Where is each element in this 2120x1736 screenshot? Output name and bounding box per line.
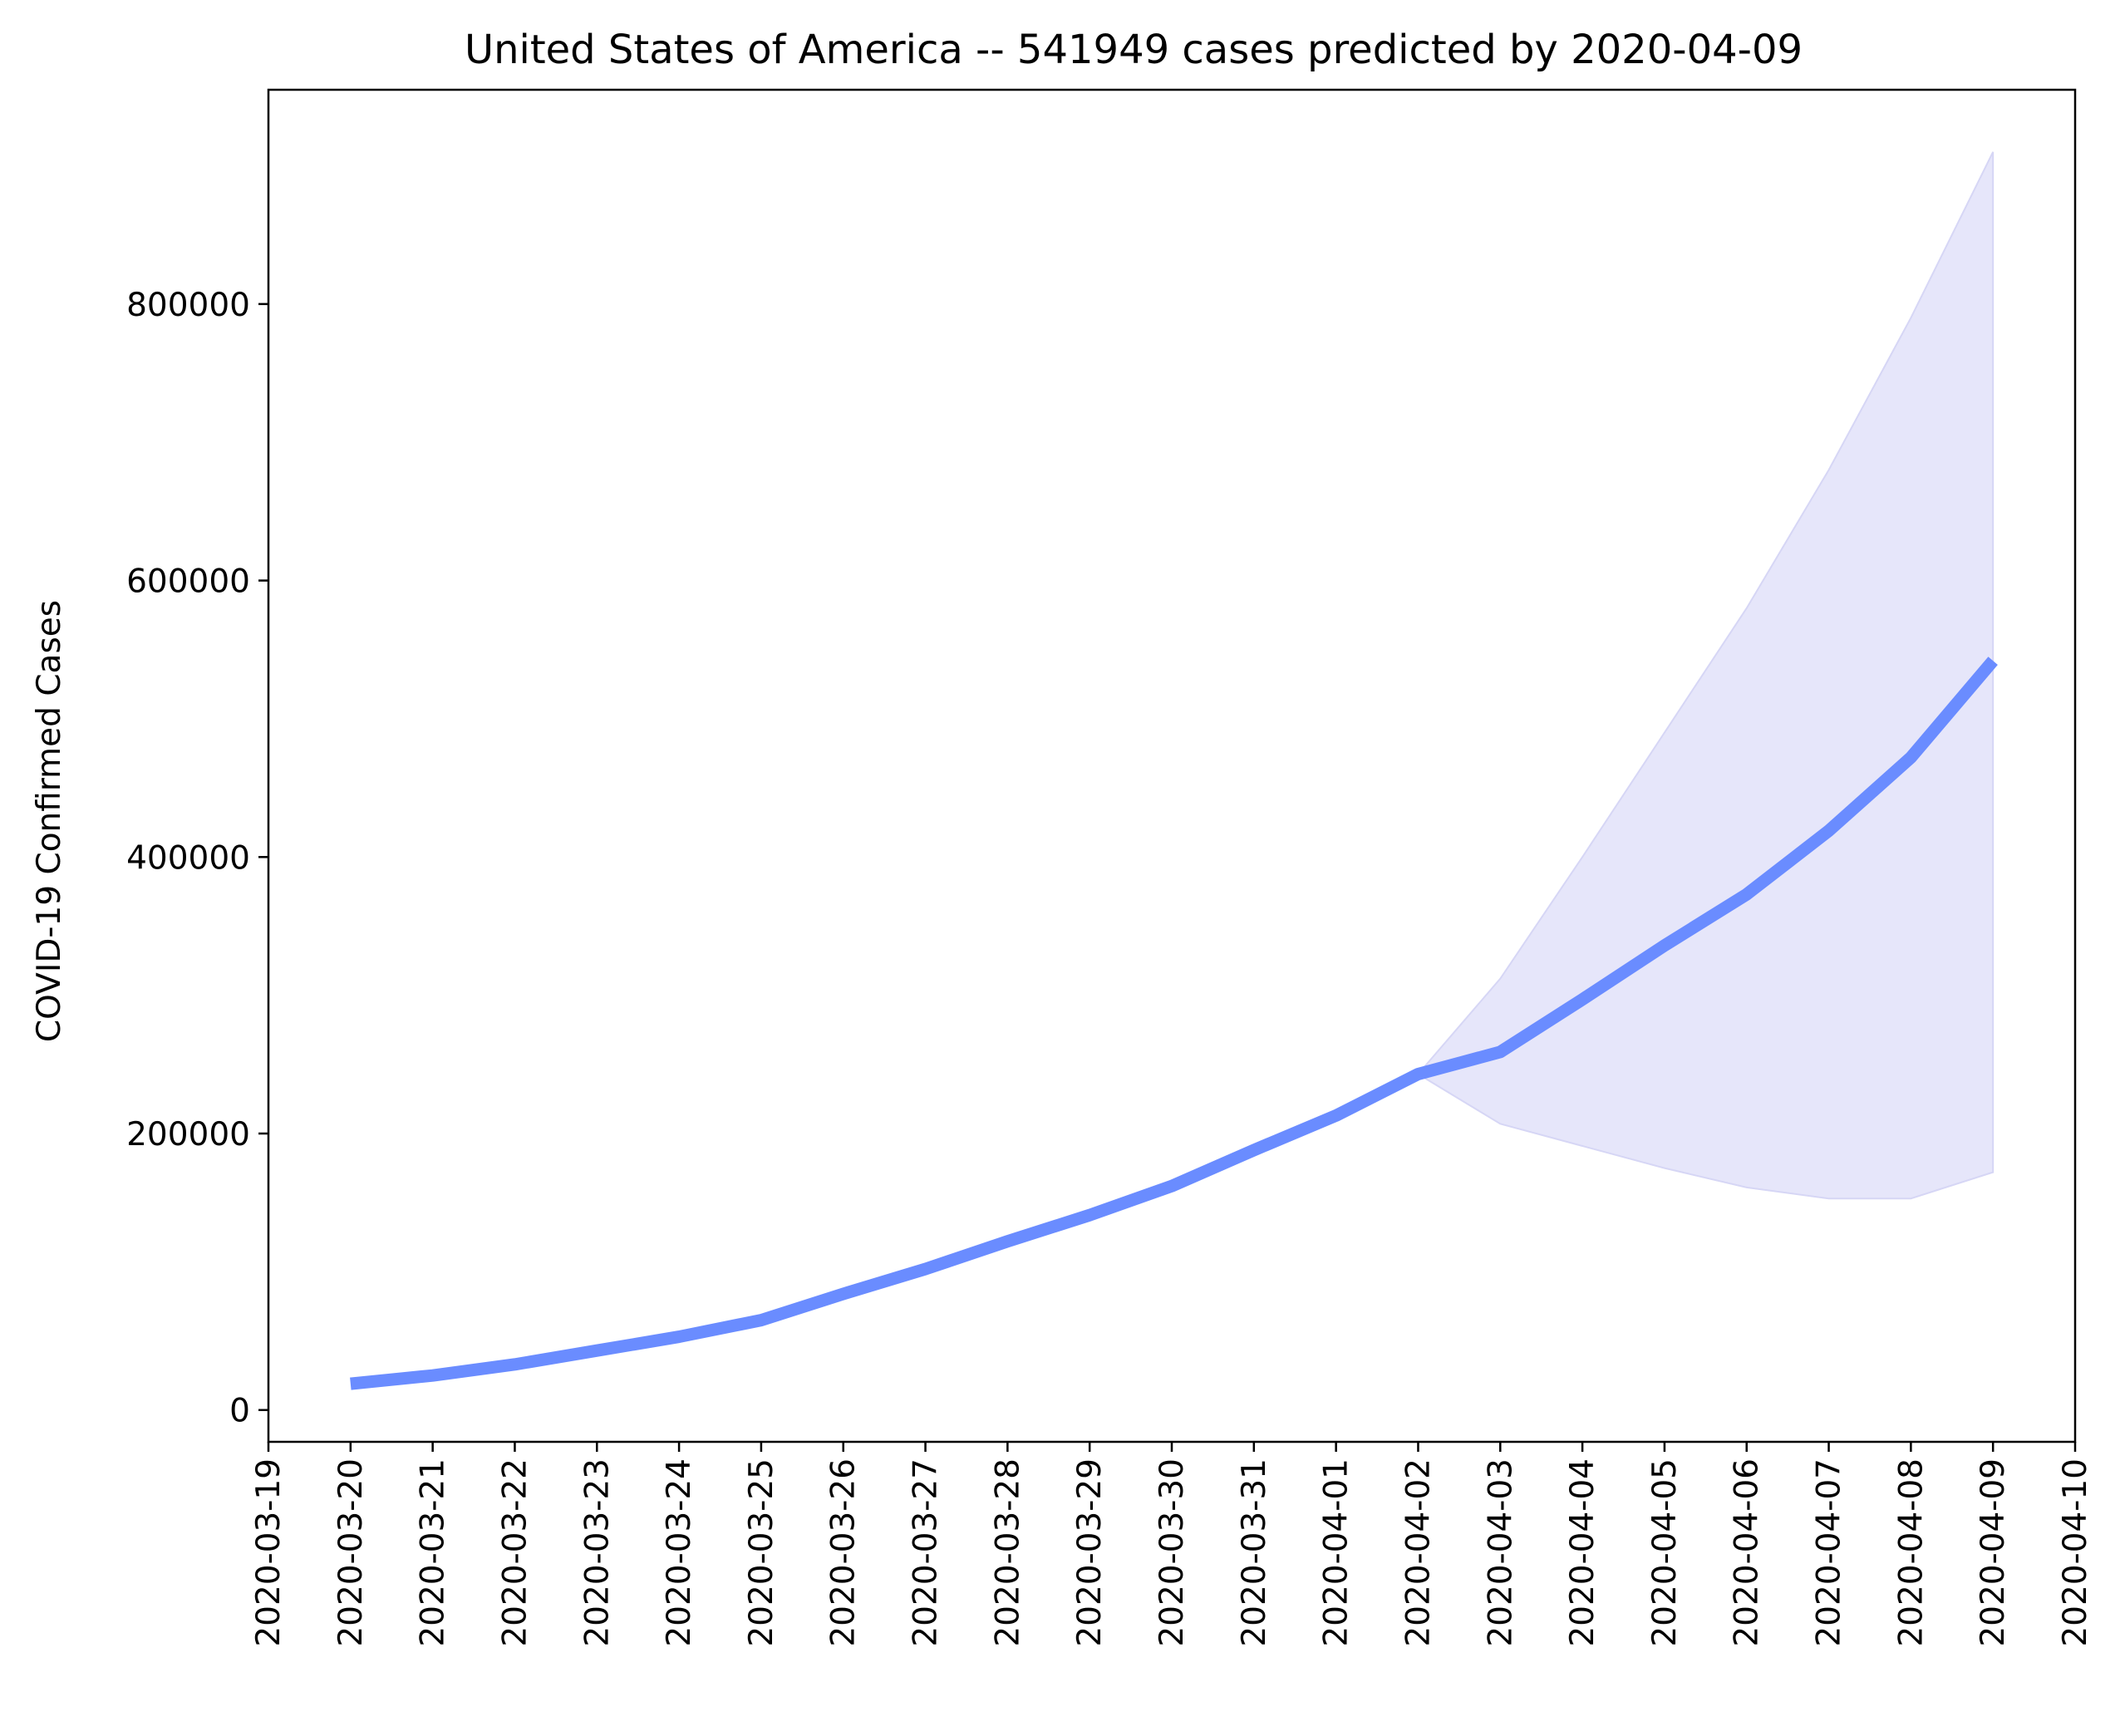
data-point — [1828, 830, 1830, 832]
y-tick-label: 800000 — [126, 287, 250, 324]
data-point — [1253, 1149, 1255, 1151]
confidence-band — [1416, 151, 1995, 1200]
x-tick-label: 2020-03-21 — [415, 1458, 452, 1647]
chart-title: United States of America -- 541949 cases… — [465, 27, 1803, 73]
data-point — [596, 1350, 598, 1351]
x-tick-label: 2020-03-28 — [989, 1458, 1026, 1647]
data-point — [1499, 1051, 1501, 1053]
y-axis-label: COVID-19 Confirmed Cases — [31, 600, 68, 1042]
data-point — [843, 1293, 844, 1295]
data-point — [760, 1320, 762, 1321]
x-tick-label: 2020-03-27 — [908, 1458, 945, 1647]
x-tick-label: 2020-03-20 — [332, 1458, 370, 1647]
x-tick-label: 2020-03-19 — [250, 1458, 288, 1647]
x-tick-label: 2020-04-10 — [2057, 1458, 2094, 1647]
x-tick-label: 2020-04-01 — [1318, 1458, 1355, 1647]
data-point — [350, 1383, 352, 1384]
y-tick-label: 600000 — [126, 563, 250, 601]
x-tick-label: 2020-03-29 — [1071, 1458, 1109, 1647]
data-point — [678, 1336, 680, 1338]
data-point — [1089, 1214, 1090, 1216]
x-tick-label: 2020-03-30 — [1153, 1458, 1191, 1647]
x-tick-label: 2020-04-05 — [1646, 1458, 1684, 1647]
x-tick-label: 2020-03-22 — [496, 1458, 534, 1647]
data-point — [1335, 1114, 1337, 1116]
series-line — [350, 657, 1998, 1390]
y-tick-label: 200000 — [126, 1116, 250, 1153]
data-point — [1992, 660, 1994, 661]
x-tick-label: 2020-03-26 — [825, 1458, 863, 1647]
data-point — [1006, 1241, 1008, 1242]
data-point — [1910, 757, 1911, 759]
x-tick-label: 2020-03-25 — [743, 1458, 780, 1647]
data-point — [1417, 1073, 1419, 1075]
y-tick-label: 0 — [229, 1393, 250, 1430]
data-point — [1581, 999, 1583, 1001]
data-point — [1171, 1185, 1173, 1187]
data-point — [925, 1268, 927, 1270]
data-point — [1664, 945, 1665, 947]
x-tick-label: 2020-04-09 — [1975, 1458, 2012, 1647]
y-tick-label: 400000 — [126, 839, 250, 877]
data-point — [1746, 893, 1748, 895]
data-point — [514, 1364, 515, 1365]
x-tick-label: 2020-04-07 — [1811, 1458, 1848, 1647]
x-tick-label: 2020-04-06 — [1729, 1458, 1766, 1647]
x-tick-label: 2020-04-08 — [1892, 1458, 1930, 1647]
x-tick-label: 2020-03-31 — [1236, 1458, 1273, 1647]
x-tick-label: 2020-04-03 — [1482, 1458, 1519, 1647]
plot-area: 0 200000 400000 600000 800000 2020-03-19 2020-… — [126, 88, 2094, 1647]
x-tick-label: 2020-04-04 — [1564, 1458, 1601, 1647]
x-tick-label: 2020-03-24 — [661, 1458, 698, 1647]
data-point — [432, 1375, 434, 1376]
x-tick-label: 2020-03-23 — [578, 1458, 616, 1647]
x-tick-label: 2020-04-02 — [1399, 1458, 1437, 1647]
